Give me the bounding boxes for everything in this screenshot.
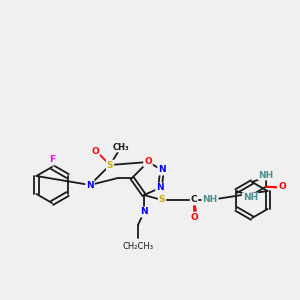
Text: NH: NH — [258, 170, 274, 179]
Text: O: O — [91, 146, 99, 155]
Text: C: C — [191, 196, 197, 205]
Text: F: F — [49, 155, 55, 164]
Text: O: O — [144, 158, 152, 166]
Text: NH: NH — [243, 194, 258, 202]
Text: S: S — [159, 196, 165, 205]
Text: CH₂CH₃: CH₂CH₃ — [122, 242, 154, 251]
Text: O: O — [278, 182, 286, 191]
Text: N: N — [158, 166, 166, 175]
Text: N: N — [140, 208, 148, 217]
Text: O: O — [190, 212, 198, 221]
Text: S: S — [107, 160, 113, 169]
Text: NH: NH — [202, 196, 217, 205]
Text: N: N — [86, 181, 94, 190]
Text: CH₃: CH₃ — [113, 142, 129, 152]
Text: N: N — [156, 184, 164, 193]
